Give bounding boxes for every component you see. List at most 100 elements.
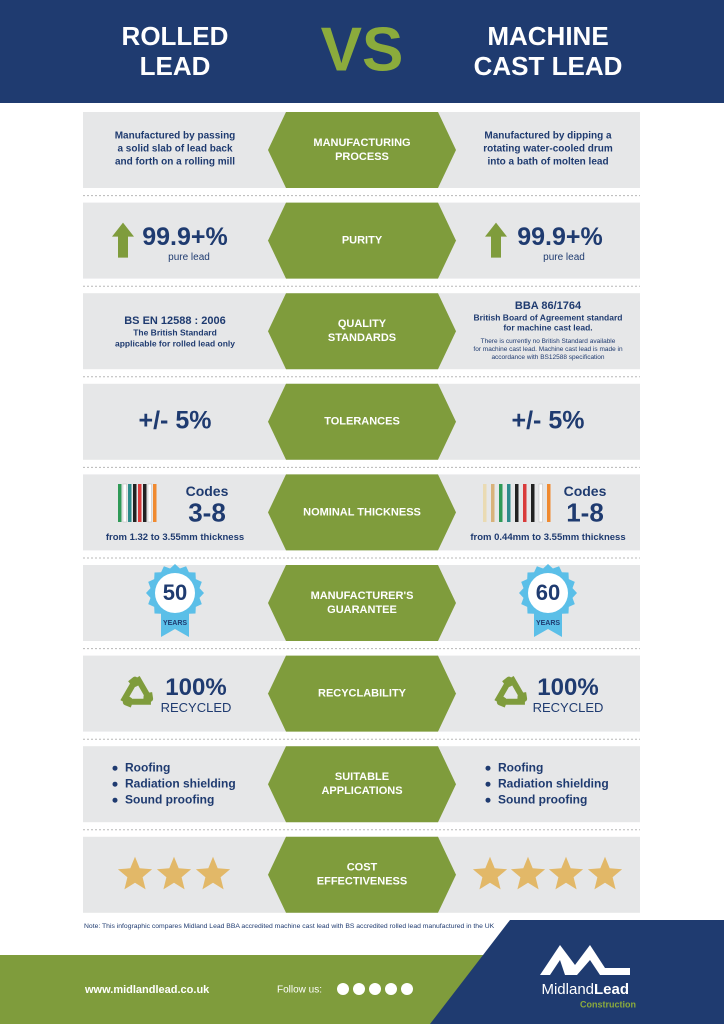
label-hexagon — [268, 565, 456, 641]
code-stripe — [128, 484, 132, 522]
right-title: MACHINE — [487, 21, 608, 51]
code-stripe — [531, 484, 535, 522]
brand-name: Midland — [541, 981, 594, 998]
right-caption: pure lead — [543, 252, 585, 263]
social-icon[interactable] — [353, 983, 365, 995]
left-application: Radiation shielding — [125, 776, 236, 790]
bullet — [112, 765, 118, 771]
website: www.midlandlead.co.uk — [84, 984, 210, 996]
bullet — [485, 797, 491, 803]
code-stripe — [483, 484, 487, 522]
right-description: for machine cast lead. — [503, 322, 592, 332]
right-note: There is currently no British Standard a… — [481, 338, 616, 345]
right-description: British Board of Agreement standard — [474, 312, 623, 322]
code-stripe — [153, 484, 157, 522]
vs: VS — [321, 15, 404, 84]
recycle-icon — [122, 695, 151, 708]
code-stripe — [491, 484, 495, 522]
left-years: 50 — [163, 580, 187, 605]
row-label: QUALITY — [338, 318, 387, 330]
row-label: MANUFACTURER'S — [311, 590, 414, 602]
social-icon[interactable] — [401, 983, 413, 995]
left-standard: BS EN 12588 : 2006 — [124, 315, 226, 327]
row-label: MANUFACTURING — [313, 137, 410, 149]
badge-center — [155, 573, 195, 613]
code-stripe — [133, 484, 137, 522]
label-hexagon — [268, 112, 456, 188]
social-icon[interactable] — [385, 983, 397, 995]
code-stripe — [143, 484, 147, 522]
right-tolerance: +/- 5% — [512, 406, 585, 434]
row-label: COST — [347, 862, 378, 874]
star-icon — [548, 856, 584, 890]
row-label: GUARANTEE — [327, 604, 397, 616]
row-label: PROCESS — [335, 151, 389, 163]
left-years-unit: YEARS — [163, 620, 187, 627]
right-title: CAST LEAD — [474, 51, 623, 81]
star-icon — [510, 856, 546, 890]
left-text: and forth on a rolling mill — [115, 157, 235, 168]
bullet — [485, 781, 491, 787]
left-tolerance: +/- 5% — [139, 406, 212, 434]
star-icon — [587, 856, 623, 890]
header-band — [0, 0, 724, 103]
code-stripe — [547, 484, 551, 522]
right-application: Radiation shielding — [498, 776, 609, 790]
label-hexagon — [268, 655, 456, 732]
right-application: Sound proofing — [498, 792, 587, 806]
label-hexagon — [268, 474, 456, 551]
left-title: ROLLED — [122, 21, 229, 51]
row-label: RECYCLABILITY — [318, 688, 407, 700]
code-stripe — [515, 484, 519, 522]
social-icon[interactable] — [337, 983, 349, 995]
label-hexagon — [268, 293, 456, 370]
label-hexagon — [268, 383, 456, 460]
right-years: 60 — [536, 580, 560, 605]
right-text: rotating water-cooled drum — [483, 144, 613, 155]
social-icon[interactable] — [369, 983, 381, 995]
code-stripe — [523, 484, 527, 522]
left-codes: 3-8 — [188, 497, 226, 527]
left-description: The British Standard — [133, 327, 217, 337]
badge-center — [528, 573, 568, 613]
right-years-unit: YEARS — [536, 620, 560, 627]
code-stripe — [147, 483, 152, 523]
row-label: APPLICATIONS — [321, 785, 402, 797]
right-value: 99.9+% — [517, 223, 603, 251]
label-hexagon — [268, 746, 456, 823]
right-note: accordance with BS12588 specification — [491, 354, 604, 361]
code-stripe — [138, 484, 142, 522]
right-codes-heading: Codes — [564, 483, 607, 499]
left-title: LEAD — [140, 51, 211, 81]
left-application: Roofing — [125, 760, 170, 774]
left-range: from 1.32 to 3.55mm thickness — [106, 532, 244, 543]
right-range: from 0.44mm to 3.55mm thickness — [470, 532, 625, 543]
row-label: STANDARDS — [328, 332, 396, 344]
star-icon — [117, 856, 153, 890]
right-text: into a bath of molten lead — [487, 157, 608, 168]
left-application: Sound proofing — [125, 792, 214, 806]
label-hexagon — [268, 836, 456, 913]
star-icon — [472, 856, 508, 890]
right-text: Manufactured by dipping a — [484, 131, 612, 142]
row-label: SUITABLE — [335, 771, 389, 783]
arrow-icon — [112, 222, 134, 258]
left-recycle-value: 100% — [165, 674, 226, 701]
code-stripe — [538, 483, 543, 523]
left-recycle-caption: RECYCLED — [161, 700, 232, 715]
follow-us: Follow us: — [277, 985, 322, 996]
row-label: EFFECTIVENESS — [317, 876, 407, 888]
left-codes-heading: Codes — [186, 483, 229, 499]
badge-ribbon-notch — [161, 629, 189, 637]
code-stripe — [499, 484, 503, 522]
rows: MANUFACTURING PROCESS Manufactured by pass… — [83, 112, 640, 913]
left-value: 99.9+% — [142, 223, 228, 251]
left-caption: pure lead — [168, 252, 210, 263]
row-label: TOLERANCES — [324, 416, 400, 428]
bullet — [485, 765, 491, 771]
right-recycle-caption: RECYCLED — [533, 700, 604, 715]
code-stripe — [507, 484, 511, 522]
brand-division: Construction — [580, 999, 636, 1009]
badge-ribbon-notch — [534, 629, 562, 637]
